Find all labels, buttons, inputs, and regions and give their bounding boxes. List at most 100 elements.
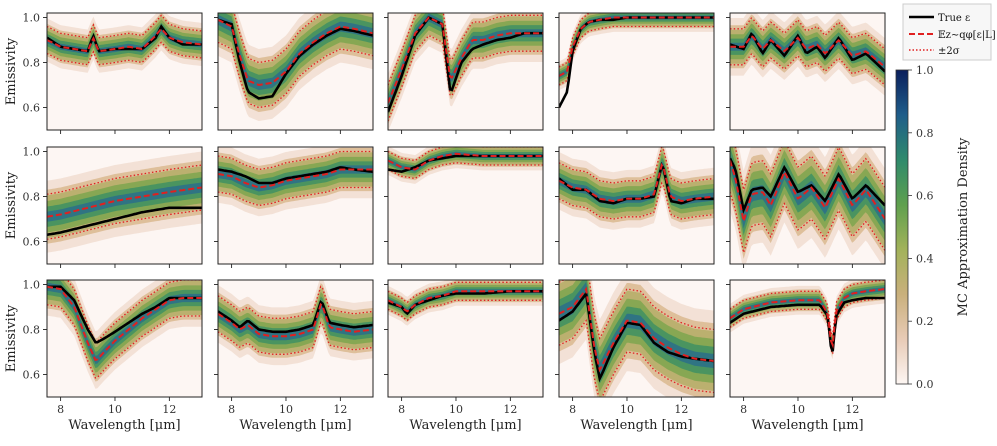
density-band [559,282,714,377]
sigma-lower-line [559,318,714,397]
sigma-lower-line [218,41,373,109]
axes-frame [387,279,544,398]
subplot-1-5 [726,12,886,134]
density-band [47,25,202,55]
x-axis-label: Wavelength [μm] [239,418,351,433]
axes-frame [558,146,715,265]
y-tick-label: 0.8 [23,57,41,70]
subplot-2-3 [384,146,544,268]
y-tick-label: 0.8 [23,324,41,337]
sigma-lower-line [47,41,202,66]
x-axis-label: Wavelength [μm] [68,418,180,433]
axes-frame [729,279,886,398]
sigma-lower-line [47,304,202,379]
mean-emissivity-line [388,152,543,171]
y-axis-label: Emissivity [4,37,19,105]
density-band [559,13,714,91]
density-band [559,161,714,205]
x-tick-label: 8 [228,403,235,416]
density-band [730,287,885,347]
y-tick-label: 1.0 [23,146,41,159]
colorbar-tick-label: 1.0 [916,64,934,77]
legend-sigma-label: ±2σ [938,46,960,57]
true-emissivity-line [218,166,373,185]
sigma-upper-line [218,285,373,319]
x-tick-label: 8 [569,403,576,416]
mean-emissivity-line [47,27,202,53]
y-axis-label: Emissivity [4,171,19,239]
subplot-2-2 [214,146,374,268]
sigma-upper-line [233,13,325,64]
legend-true-label: True ε [938,13,970,24]
true-emissivity-line [730,31,885,73]
sigma-upper-line [47,164,202,195]
x-tick-label: 12 [162,403,176,416]
axes-frame [387,146,544,265]
x-tick-label: 12 [845,403,859,416]
y-tick-label: 0.6 [23,369,41,382]
subplot-1-4 [555,12,715,134]
x-tick-label: 10 [108,403,122,416]
axes-frame [217,12,374,131]
density-band [388,13,543,108]
sigma-lower-line [388,34,543,122]
axes-frame [558,12,715,131]
x-tick-label: 8 [57,403,64,416]
x-tick-label: 8 [398,403,405,416]
sigma-upper-line [47,14,202,39]
mean-emissivity-line [218,168,373,189]
axes-frame [217,279,374,398]
x-tick-label: 8 [740,403,747,416]
sigma-upper-line [388,281,543,303]
true-emissivity-line [730,157,885,215]
mean-emissivity-line [388,290,543,313]
y-tick-label: 0.6 [23,102,41,115]
axes-frame [46,146,203,265]
axes-frame [729,146,886,265]
axes-frame [558,279,715,398]
y-tick-label: 0.8 [23,191,41,204]
sigma-lower-line [730,191,885,253]
true-emissivity-line [559,290,714,383]
colorbar: MC Approximation Density 0.0 0.2 0.4 0.6 0.8… [895,64,971,391]
colorbar-label: MC Approximation Density [956,137,971,316]
mean-emissivity-line [559,162,714,203]
colorbar-tick-label: 0.8 [916,127,934,140]
subplot-3-3: 8 10 12 Wavelength [μm] [384,279,544,433]
sigma-upper-line [734,147,885,190]
mean-emissivity-line [730,160,885,222]
sigma-upper-line [559,147,714,184]
axes-frame [729,12,886,131]
mean-emissivity-line [388,16,543,104]
true-emissivity-line [388,154,543,174]
true-emissivity-line [218,299,373,334]
colorbar-tick-label: 0.4 [916,252,934,265]
density-band [559,13,714,81]
true-emissivity-line [730,296,885,352]
y-tick-label: 1.0 [23,279,41,292]
x-axis-label: Wavelength [μm] [409,418,521,433]
mean-emissivity-line [730,34,885,68]
subplot-3-1: 8 10 12 0.6 0.8 1.0 Wavelength [μm] Emissivity [4,279,203,433]
mean-emissivity-line [218,18,373,87]
legend-frame [902,3,992,61]
sigma-lower-line [218,321,373,355]
x-tick-label: 10 [620,403,634,416]
x-tick-label: 12 [503,403,517,416]
axes-frame [387,12,544,131]
sigma-upper-line [66,280,202,343]
subplot-grid: 0.6 0.8 1.0 Emissivity 0.6 0.8 1.0 Emissivity 8 1… [4,12,886,433]
subplot-3-4: 8 10 12 Wavelength [μm] [555,279,715,433]
y-tick-label: 1.0 [23,12,41,25]
x-tick-label: 12 [333,403,347,416]
sigma-lower-line [218,186,373,207]
sigma-lower-line [47,209,202,240]
sigma-lower-line [388,299,543,321]
density-band [218,300,373,341]
axes-frame [217,146,374,265]
sigma-upper-line [559,280,714,340]
colorbar-tick-label: 0.2 [916,315,934,328]
axes-frame [46,279,203,398]
mean-emissivity-line [730,288,885,349]
